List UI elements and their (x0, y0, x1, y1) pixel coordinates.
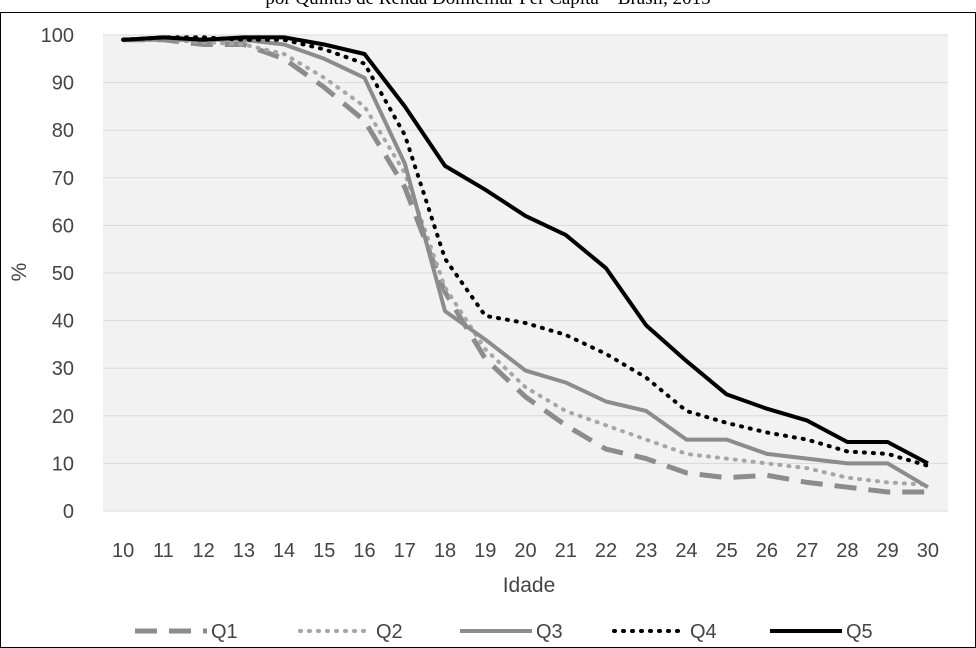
legend-label-q4: Q4 (690, 621, 717, 643)
legend-label-q3: Q3 (536, 621, 563, 643)
x-tick-label: 13 (233, 540, 255, 562)
x-tick-label: 29 (877, 540, 899, 562)
x-tick-label: 22 (595, 540, 617, 562)
y-tick-label: 10 (52, 453, 74, 475)
series-line-q5 (122, 35, 929, 466)
legend-label-q1: Q1 (211, 621, 238, 643)
x-tick-label: 16 (353, 540, 375, 562)
x-tick-label: 12 (192, 540, 214, 562)
y-tick-label: 40 (52, 311, 74, 333)
y-axis-title: % (8, 263, 31, 282)
y-tick-label: 20 (52, 406, 74, 428)
y-tick-label: 70 (52, 168, 74, 190)
y-tick-label: 50 (52, 263, 74, 285)
x-tick-label: 10 (112, 540, 134, 562)
x-tick-label: 26 (756, 540, 778, 562)
y-tick-label: 60 (52, 215, 74, 237)
y-tick-label: 90 (52, 73, 74, 95)
x-tick-label: 25 (716, 540, 738, 562)
series-line-q2 (121, 37, 930, 487)
legend-label-q2: Q2 (376, 621, 403, 643)
x-tick-label: 23 (635, 540, 657, 562)
x-tick-label: 28 (836, 540, 858, 562)
y-tick-label: 80 (52, 120, 74, 142)
y-tick-label: 30 (52, 358, 74, 380)
x-tick-label: 18 (434, 540, 456, 562)
y-tick-label: 100 (41, 25, 74, 47)
x-axis-title: Idade (503, 574, 556, 597)
x-tick-label: 14 (273, 540, 295, 562)
x-tick-label: 21 (555, 540, 577, 562)
chart-title: por Quintis de Renda Domiciliar Per Capi… (0, 0, 976, 10)
x-tick-label: 24 (675, 540, 697, 562)
x-tick-label: 27 (796, 540, 818, 562)
x-tick-label: 20 (514, 540, 536, 562)
y-tick-labels: 0 10 20 30 40 50 60 70 80 90 100 (41, 25, 74, 523)
y-tick-label: 0 (63, 501, 74, 523)
series-line-q4 (121, 35, 930, 468)
legend: Q1 Q2 Q3 Q4 Q5 (135, 621, 873, 643)
x-tick-label: 19 (474, 540, 496, 562)
legend-label-q5: Q5 (846, 621, 873, 643)
series-line-q1 (123, 37, 928, 495)
x-tick-labels: 10 11 12 13 14 15 16 17 18 19 20 21 22 23 24 25 26 27 28 29… (112, 540, 939, 562)
x-tick-label: 30 (917, 540, 939, 562)
x-tick-label: 11 (153, 540, 174, 562)
series-group (121, 35, 930, 495)
x-tick-label: 17 (394, 540, 416, 562)
x-tick-label: 15 (313, 540, 335, 562)
